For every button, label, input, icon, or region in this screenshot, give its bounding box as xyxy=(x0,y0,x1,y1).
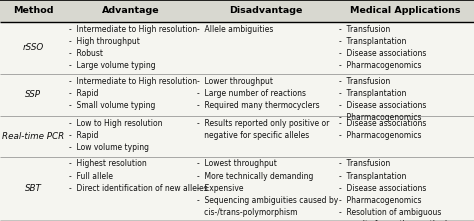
Text: SSP: SSP xyxy=(25,90,41,99)
Text: -  Lowest throughput
-  More technically demanding
-  Expensive
-  Sequencing am: - Lowest throughput - More technically d… xyxy=(197,159,338,217)
Text: -  Results reported only positive or
   negative for specific alleles: - Results reported only positive or nega… xyxy=(197,119,329,140)
Text: -  Allele ambiguities: - Allele ambiguities xyxy=(197,25,273,34)
Text: Disadvantage: Disadvantage xyxy=(229,6,302,15)
Text: -  Intermediate to High resolution
-  Rapid
-  Small volume typing: - Intermediate to High resolution - Rapi… xyxy=(69,76,197,110)
Text: Medical Applications: Medical Applications xyxy=(350,6,461,15)
Text: -  Transfusion
-  Transplantation
-  Disease associations
-  Pharmacogenomics: - Transfusion - Transplantation - Diseas… xyxy=(339,76,427,122)
Text: Real-time PCR: Real-time PCR xyxy=(2,132,64,141)
Text: Method: Method xyxy=(13,6,54,15)
Text: -  Transfusion
-  Transplantation
-  Disease associations
-  Pharmacogenomics
- : - Transfusion - Transplantation - Diseas… xyxy=(339,159,447,221)
Text: -  Disease associations
-  Pharmacogenomics: - Disease associations - Pharmacogenomic… xyxy=(339,119,427,140)
Text: -  Intermediate to High resolution
-  High throughput
-  Robust
-  Large volume : - Intermediate to High resolution - High… xyxy=(69,25,197,70)
Bar xyxy=(0,0,474,22)
Text: rSSO: rSSO xyxy=(23,43,44,52)
Text: Advantage: Advantage xyxy=(101,6,159,15)
Text: -  Lower throughput
-  Large number of reactions
-  Required many thermocyclers: - Lower throughput - Large number of rea… xyxy=(197,76,320,110)
Text: -  Highest resolution
-  Full allele
-  Direct identification of new alleles: - Highest resolution - Full allele - Dir… xyxy=(69,159,208,193)
Text: SBT: SBT xyxy=(25,184,42,193)
Text: -  Transfusion
-  Transplantation
-  Disease associations
-  Pharmacogenomics: - Transfusion - Transplantation - Diseas… xyxy=(339,25,427,70)
Text: -  Low to High resolution
-  Rapid
-  Low volume typing: - Low to High resolution - Rapid - Low v… xyxy=(69,119,163,152)
